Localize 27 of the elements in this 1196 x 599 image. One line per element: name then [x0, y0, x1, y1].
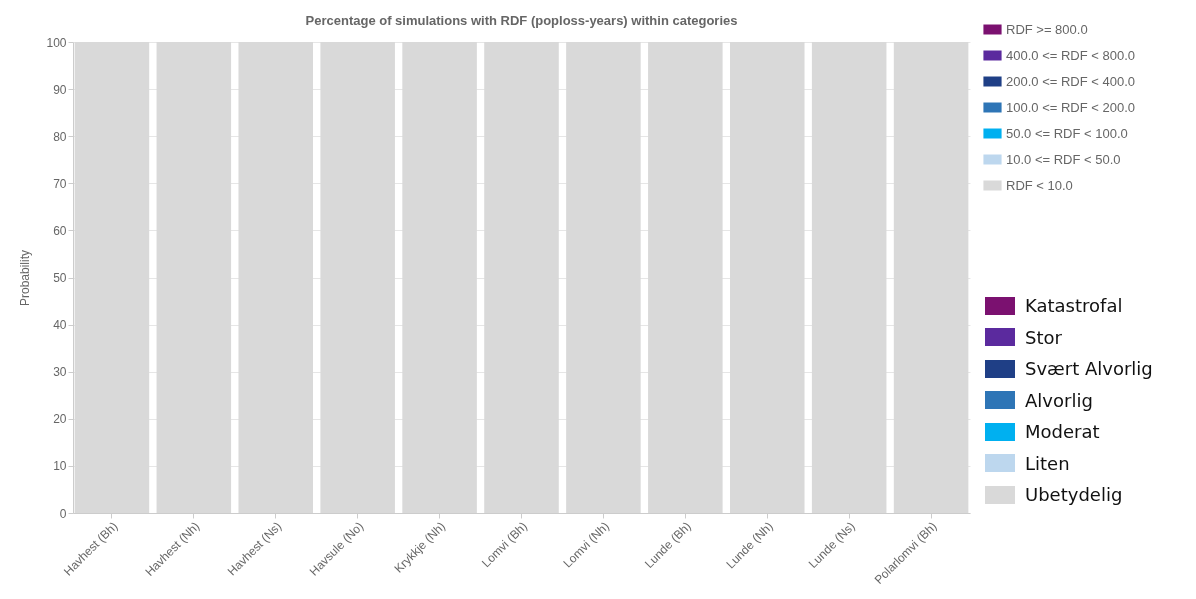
text: Moderat: [1025, 421, 1100, 443]
y-tick-label: 70: [53, 176, 67, 191]
y-tick-label: 40: [53, 318, 67, 333]
y-tick-label: 10: [53, 459, 67, 474]
text: Svært Alvorlig: [1025, 358, 1153, 380]
legend-label: 10.0 <= RDF < 50.0: [1006, 151, 1121, 167]
y-tick-label: 80: [53, 129, 67, 144]
y-tick-label: 50: [53, 271, 67, 285]
legend-label: RDF < 10.0: [1006, 177, 1073, 193]
legend-label: 400.0 <= RDF < 800.0: [1006, 47, 1136, 63]
legend-label: 100.0 <= RDF < 200.0: [1006, 99, 1136, 115]
text: Alvorlig: [1025, 389, 1093, 411]
legend-label: 50.0 <= RDF < 100.0: [1006, 125, 1128, 141]
y-tick-label: 90: [53, 82, 67, 97]
text: Ubetydelig: [1025, 484, 1123, 506]
y-axis-title: Probability: [18, 249, 33, 307]
text: Liten: [1025, 452, 1070, 474]
chart-title: Percentage of simulations with RDF (poploss-years) within categories: [305, 13, 738, 28]
legend-label: 200.0 <= RDF < 400.0: [1006, 73, 1136, 89]
y-tick-label: 60: [53, 223, 67, 238]
text: Katastrofal: [1025, 295, 1123, 317]
legend-label: RDF >= 800.0: [1006, 21, 1088, 37]
y-tick-label: 20: [53, 412, 67, 427]
text: Stor: [1025, 326, 1062, 348]
y-tick-label: 100: [46, 35, 67, 50]
y-tick-label: 0: [59, 506, 67, 521]
y-tick-label: 30: [53, 365, 67, 380]
